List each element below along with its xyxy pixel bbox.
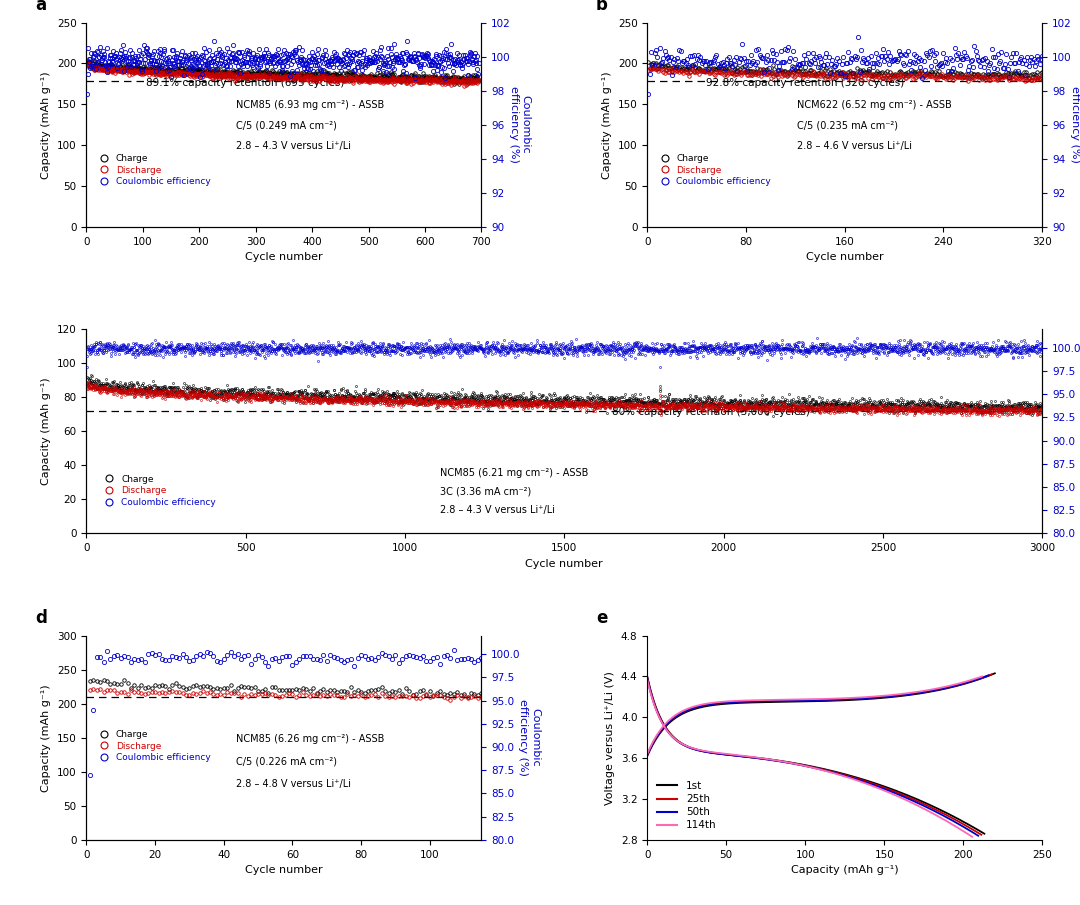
- Text: C/5 (0.226 mA cm⁻²): C/5 (0.226 mA cm⁻²): [237, 757, 337, 767]
- Y-axis label: Capacity (mAh g⁻¹): Capacity (mAh g⁻¹): [41, 684, 52, 792]
- Text: b: b: [596, 0, 608, 14]
- X-axis label: Cycle number: Cycle number: [245, 865, 323, 875]
- X-axis label: Cycle number: Cycle number: [526, 558, 603, 568]
- Text: C/5 (0.235 mA cm⁻²): C/5 (0.235 mA cm⁻²): [797, 121, 899, 131]
- X-axis label: Cycle number: Cycle number: [806, 252, 883, 262]
- Text: NCM622 (6.52 mg cm⁻²) - ASSB: NCM622 (6.52 mg cm⁻²) - ASSB: [797, 100, 953, 110]
- Legend: 1st, 25th, 50th, 114th: 1st, 25th, 50th, 114th: [652, 776, 720, 834]
- Text: 92.8% capacity retention (320 cycles): 92.8% capacity retention (320 cycles): [706, 78, 905, 88]
- Y-axis label: Coulombic
efficiency (%): Coulombic efficiency (%): [518, 700, 540, 776]
- Y-axis label: Capacity (mAh g⁻¹): Capacity (mAh g⁻¹): [603, 71, 612, 178]
- Text: 80% capacity retention (3,000 cycles): 80% capacity retention (3,000 cycles): [612, 407, 810, 417]
- Legend: Charge, Discharge, Coulombic efficiency: Charge, Discharge, Coulombic efficiency: [100, 474, 216, 507]
- Text: 89.1% capacity retention (695 cycles): 89.1% capacity retention (695 cycles): [146, 78, 345, 88]
- Y-axis label: Capacity (mAh g⁻¹): Capacity (mAh g⁻¹): [41, 377, 52, 485]
- X-axis label: Capacity (mAh g⁻¹): Capacity (mAh g⁻¹): [791, 865, 899, 875]
- Legend: Charge, Discharge, Coulombic efficiency: Charge, Discharge, Coulombic efficiency: [656, 154, 771, 186]
- Legend: Charge, Discharge, Coulombic efficiency: Charge, Discharge, Coulombic efficiency: [95, 730, 211, 762]
- Y-axis label: Coulombic
efficiency (%): Coulombic efficiency (%): [509, 86, 530, 163]
- Y-axis label: Capacity (mAh g⁻¹): Capacity (mAh g⁻¹): [41, 71, 52, 178]
- Text: 2.8 – 4.3 V versus Li⁺/Li: 2.8 – 4.3 V versus Li⁺/Li: [440, 505, 555, 515]
- Text: e: e: [596, 609, 607, 627]
- Y-axis label: Voltage versus Li⁺/Li (V): Voltage versus Li⁺/Li (V): [605, 671, 616, 805]
- Text: 2.8 – 4.3 V versus Li⁺/Li: 2.8 – 4.3 V versus Li⁺/Li: [237, 141, 351, 151]
- X-axis label: Cycle number: Cycle number: [245, 252, 323, 262]
- Text: d: d: [35, 609, 46, 627]
- Text: NCM85 (6.93 mg cm⁻²) - ASSB: NCM85 (6.93 mg cm⁻²) - ASSB: [237, 100, 384, 110]
- Text: NCM85 (6.21 mg cm⁻²) - ASSB: NCM85 (6.21 mg cm⁻²) - ASSB: [440, 468, 589, 478]
- Legend: Charge, Discharge, Coulombic efficiency: Charge, Discharge, Coulombic efficiency: [95, 154, 211, 186]
- Text: a: a: [35, 0, 46, 14]
- Y-axis label: Coulombic
efficiency (%): Coulombic efficiency (%): [1069, 86, 1080, 163]
- Text: 2.8 – 4.6 V versus Li⁺/Li: 2.8 – 4.6 V versus Li⁺/Li: [797, 141, 913, 151]
- Text: 3C (3.36 mA cm⁻²): 3C (3.36 mA cm⁻²): [440, 487, 531, 497]
- Text: NCM85 (6.26 mg cm⁻²) - ASSB: NCM85 (6.26 mg cm⁻²) - ASSB: [237, 734, 384, 744]
- Text: 2.8 – 4.8 V versus Li⁺/Li: 2.8 – 4.8 V versus Li⁺/Li: [237, 778, 351, 789]
- Text: C/5 (0.249 mA cm⁻²): C/5 (0.249 mA cm⁻²): [237, 121, 337, 131]
